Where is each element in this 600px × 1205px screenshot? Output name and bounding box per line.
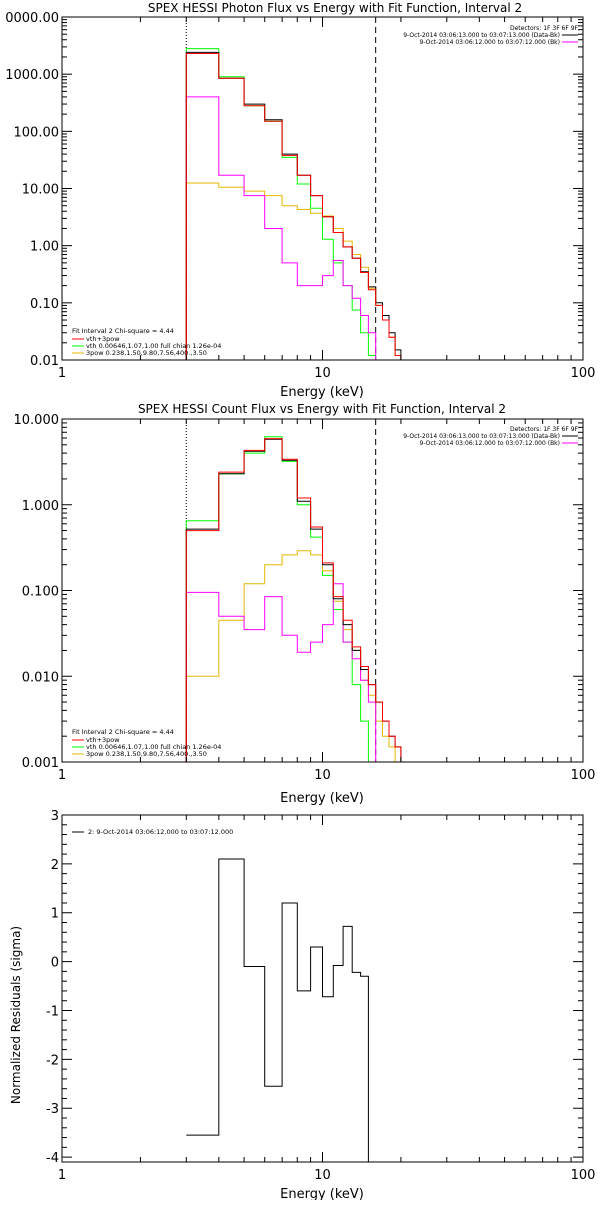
y-tick-label: 10.000 bbox=[14, 413, 60, 428]
photon-flux-panel: SPEX HESSI Photon Flux vs Energy with Fi… bbox=[5, 1, 595, 400]
count-legend-vth: vth 0.00646,1.07,1.00 full chian 1.26e-0… bbox=[86, 743, 221, 751]
y-tick-label: 0.01 bbox=[30, 354, 59, 369]
y-tick-label: 100.00 bbox=[14, 125, 60, 140]
y-tick-label: -3 bbox=[46, 1102, 59, 1117]
residuals-xlabel: Energy (keV) bbox=[280, 1187, 364, 1200]
photon-detectors-label: Detectors: 1F 3F 6F 9F bbox=[510, 25, 579, 32]
y-tick-label: 10.00 bbox=[22, 183, 59, 198]
series-vth-3pow bbox=[185, 53, 402, 360]
x-tick-label: 10 bbox=[314, 1168, 331, 1183]
count-fit-header: Fit Interval 2 Chi-square = 4.44 bbox=[72, 728, 174, 736]
y-tick-label: 0.10 bbox=[30, 297, 59, 312]
photon-xlabel: Energy (keV) bbox=[280, 385, 364, 400]
count-legend-bottom-left: Fit Interval 2 Chi-square = 4.44 vth+3po… bbox=[72, 728, 221, 758]
y-tick-label: 0 bbox=[51, 956, 59, 971]
residuals-legend: 2: 9-Oct-2014 03:06:12.000 to 03:07:12.0… bbox=[72, 828, 233, 836]
y-tick-label: 3 bbox=[51, 809, 59, 824]
count-panel-title: SPEX HESSI Count Flux vs Energy with Fit… bbox=[138, 402, 506, 416]
y-tick-label: 1 bbox=[51, 907, 59, 922]
y-tick-label: 0.100 bbox=[22, 585, 59, 600]
y-tick-label: 0.001 bbox=[22, 756, 59, 771]
residuals-axes: 1 10 100 -4 -3 -2 -1 0 1 2 3 bbox=[46, 809, 595, 1183]
y-tick-label: -1 bbox=[46, 1004, 59, 1019]
count-legend-vth3pow: vth+3pow bbox=[86, 736, 120, 744]
photon-series-group bbox=[185, 17, 402, 360]
y-tick-label: 1.000 bbox=[22, 499, 59, 514]
photon-axes: 1 10 100 0.01 0.10 1.00 10.00 100.00 1000.00 0000… bbox=[5, 11, 595, 381]
count-legend-3pow: 3pow 0.238,1.50,9.80,7.56,400.,3.50 bbox=[86, 750, 207, 758]
y-tick-label: 2 bbox=[51, 858, 59, 873]
series-vth bbox=[185, 436, 377, 762]
count-xlabel: Energy (keV) bbox=[280, 791, 364, 806]
series-bk bbox=[185, 96, 377, 360]
photon-fit-header: Fit Interval 2 Chi-square = 4.44 bbox=[72, 327, 174, 335]
photon-legend-data-bk: 9-Oct-2014 03:06:13.000 to 03:07:13.000 … bbox=[403, 32, 560, 39]
photon-legend-vth: vth 0.00646,1.07,1.00 full chian 1.26e-0… bbox=[86, 342, 221, 350]
y-tick-label: 1000.00 bbox=[5, 68, 59, 83]
count-legend-data-bk: 9-Oct-2014 03:06:13.000 to 03:07:13.000 … bbox=[403, 433, 560, 440]
count-axes: 1 10 100 0.001 0.010 0.100 1.000 10.000 bbox=[14, 413, 596, 783]
photon-panel-title: SPEX HESSI Photon Flux vs Energy with Fi… bbox=[148, 1, 522, 15]
count-series-group bbox=[185, 419, 402, 762]
photon-legend-3pow: 3pow 0.238,1.50,9.80,7.56,400.,3.50 bbox=[86, 349, 207, 357]
residuals-panel: 1 10 100 -4 -3 -2 -1 0 1 2 3 Energy (keV) Normaliz… bbox=[9, 809, 595, 1202]
series-vth-3pow bbox=[185, 438, 402, 762]
x-tick-label: 1 bbox=[58, 768, 66, 783]
residuals-legend-label: 2: 9-Oct-2014 03:06:12.000 to 03:07:12.0… bbox=[88, 828, 233, 836]
x-tick-label: 100 bbox=[571, 768, 596, 783]
x-tick-label: 100 bbox=[571, 1168, 596, 1183]
residuals-series-group bbox=[186, 858, 376, 1162]
series-2-9-oct-2014-03-06-12-000-to-03-07-12-000 bbox=[186, 858, 376, 1162]
count-legend-top-right: Detectors: 1F 3F 6F 9F 9-Oct-2014 03:06:… bbox=[403, 426, 578, 447]
y-tick-label: 0000.00 bbox=[5, 11, 59, 26]
count-flux-panel: SPEX HESSI Count Flux vs Energy with Fit… bbox=[14, 402, 596, 806]
x-tick-label: 1 bbox=[58, 1168, 66, 1183]
series-3pow bbox=[185, 550, 402, 762]
x-tick-label: 10 bbox=[314, 768, 331, 783]
y-tick-label: 0.010 bbox=[22, 670, 59, 685]
count-legend-bk: 9-Oct-2014 03:06:12.000 to 03:07:12.000 … bbox=[420, 440, 561, 447]
count-detectors-label: Detectors: 1F 3F 6F 9F bbox=[510, 426, 579, 433]
y-tick-label: 1.00 bbox=[30, 240, 59, 255]
photon-legend-top-right: Detectors: 1F 3F 6F 9F 9-Oct-2014 03:06:… bbox=[403, 25, 578, 46]
x-tick-label: 100 bbox=[571, 366, 596, 381]
x-tick-label: 1 bbox=[58, 366, 66, 381]
y-tick-label: -4 bbox=[46, 1151, 59, 1166]
y-tick-label: -2 bbox=[46, 1053, 59, 1068]
residuals-ylabel: Normalized Residuals (sigma) bbox=[9, 926, 23, 1104]
photon-legend-bottom-left: Fit Interval 2 Chi-square = 4.44 vth+3po… bbox=[72, 327, 221, 357]
x-tick-label: 10 bbox=[314, 366, 331, 381]
photon-legend-vth3pow: vth+3pow bbox=[86, 335, 120, 343]
photon-legend-bk: 9-Oct-2014 03:06:12.000 to 03:07:12.000 … bbox=[420, 39, 561, 46]
